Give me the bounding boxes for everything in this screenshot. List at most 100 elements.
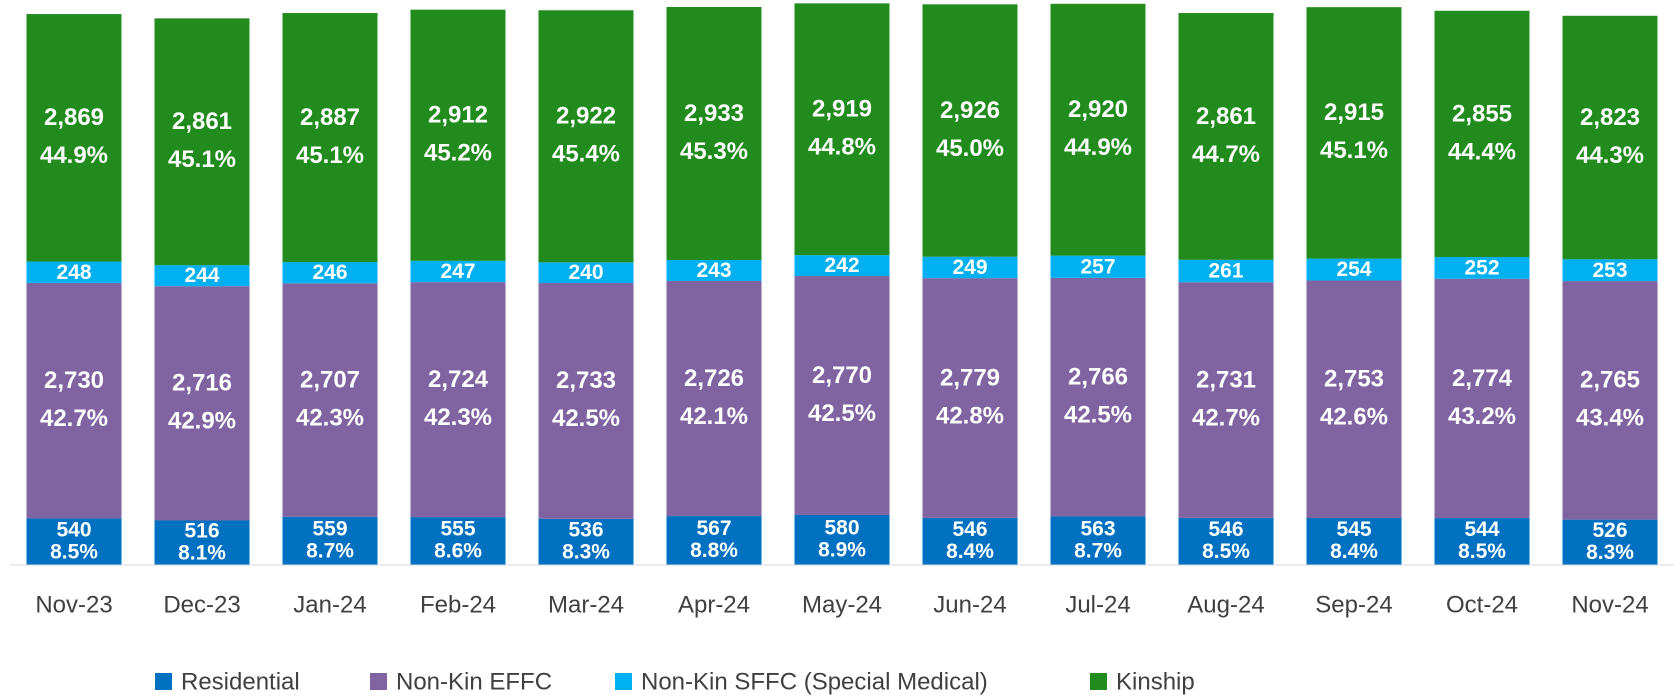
- x-tick-label: Nov-23: [35, 591, 112, 618]
- value-label: 2,855: [1452, 100, 1512, 127]
- percent-label: 8.4%: [946, 540, 994, 563]
- x-tick-label: Oct-24: [1446, 591, 1518, 618]
- value-label: 246: [312, 261, 347, 284]
- percent-label: 8.4%: [1330, 540, 1378, 563]
- bar-segment: [922, 4, 1018, 257]
- bar-segment: [1050, 3, 1146, 256]
- percent-label: 42.3%: [424, 404, 492, 431]
- value-label: 257: [1080, 255, 1115, 278]
- bar-segment: [794, 276, 890, 515]
- value-label: 254: [1336, 258, 1371, 281]
- percent-label: 45.4%: [552, 141, 620, 168]
- bar-segment: [1434, 518, 1530, 565]
- legend-label: Kinship: [1116, 668, 1195, 695]
- value-label: 2,922: [556, 103, 616, 130]
- percent-label: 45.2%: [424, 140, 492, 167]
- bar-segment: [154, 286, 250, 521]
- bar-segment: [1050, 255, 1146, 278]
- percent-label: 44.7%: [1192, 141, 1260, 168]
- percent-label: 44.4%: [1448, 138, 1516, 165]
- legend-swatch: [1090, 673, 1107, 690]
- value-label: 2,926: [940, 97, 1000, 124]
- percent-label: 42.7%: [40, 405, 108, 432]
- percent-label: 42.3%: [296, 404, 364, 431]
- legend-label: Non-Kin EFFC: [396, 668, 552, 695]
- value-label: 2,726: [684, 365, 744, 392]
- value-label: 2,919: [812, 96, 872, 123]
- value-label: 249: [952, 256, 987, 279]
- x-tick-label: Feb-24: [420, 591, 496, 618]
- bar-segment: [26, 261, 122, 283]
- bar-segment: [282, 13, 378, 263]
- value-label: 2,774: [1452, 365, 1513, 392]
- bar-segment: [282, 283, 378, 517]
- value-label: 2,779: [940, 364, 1000, 391]
- percent-label: 42.9%: [168, 408, 236, 435]
- bar-segment: [26, 282, 122, 519]
- percent-label: 45.3%: [680, 138, 748, 165]
- value-label: 252: [1464, 256, 1499, 279]
- bar-segment: [410, 282, 506, 518]
- bar-segment: [1178, 13, 1274, 260]
- value-label: 243: [696, 259, 731, 282]
- bar-segment: [538, 262, 634, 284]
- value-label: 2,887: [300, 104, 360, 131]
- bar-segment: [282, 262, 378, 284]
- bar-segment: [922, 517, 1018, 565]
- value-label: 2,823: [1580, 104, 1640, 131]
- percent-label: 45.1%: [168, 146, 236, 173]
- value-label: 580: [824, 517, 859, 540]
- percent-label: 42.5%: [808, 400, 876, 427]
- bar-segment: [1562, 259, 1658, 282]
- percent-label: 8.8%: [690, 539, 738, 562]
- percent-label: 45.0%: [936, 135, 1004, 162]
- percent-label: 8.9%: [818, 539, 866, 562]
- legend-swatch: [370, 673, 387, 690]
- value-label: 261: [1208, 260, 1243, 283]
- percent-label: 45.1%: [1320, 137, 1388, 164]
- bar-segment: [922, 278, 1018, 518]
- percent-label: 8.3%: [1586, 541, 1634, 564]
- value-label: 2,933: [684, 100, 744, 127]
- bar-segment: [538, 518, 634, 565]
- percent-label: 8.6%: [434, 540, 482, 563]
- value-label: 545: [1336, 518, 1371, 541]
- bar-segment: [1306, 280, 1402, 518]
- percent-label: 44.9%: [40, 142, 108, 169]
- bar-segment: [538, 10, 634, 263]
- value-label: 2,731: [1196, 366, 1256, 393]
- x-tick-label: Nov-24: [1571, 591, 1648, 618]
- percent-label: 42.8%: [936, 402, 1004, 429]
- bar-segment: [1178, 517, 1274, 565]
- bar-segment: [1306, 7, 1402, 259]
- percent-label: 44.8%: [808, 134, 876, 161]
- x-tick-label: Apr-24: [678, 591, 750, 618]
- value-label: 2,733: [556, 367, 616, 394]
- value-label: 253: [1592, 259, 1627, 282]
- bar-segment: [1562, 281, 1658, 520]
- bar-segment: [154, 520, 250, 565]
- legend-swatch: [615, 673, 632, 690]
- bar-segment: [794, 514, 890, 565]
- percent-label: 43.4%: [1576, 405, 1644, 432]
- x-tick-label: Aug-24: [1187, 591, 1264, 618]
- bar-segment: [282, 516, 378, 565]
- value-label: 2,770: [812, 362, 872, 389]
- value-label: 248: [56, 261, 91, 284]
- bar-segment: [1306, 517, 1402, 565]
- bar-segment: [154, 265, 250, 287]
- bar-segment: [1050, 277, 1146, 517]
- bar-segment: [410, 517, 506, 565]
- percent-label: 8.3%: [562, 540, 610, 563]
- value-label: 536: [568, 518, 603, 541]
- x-tick-label: May-24: [802, 591, 882, 618]
- value-label: 544: [1464, 518, 1499, 541]
- bar-segment: [666, 6, 762, 260]
- percent-label: 8.5%: [1202, 540, 1250, 563]
- value-label: 242: [824, 254, 859, 277]
- value-label: 2,724: [428, 366, 489, 393]
- bar-segment: [666, 259, 762, 281]
- value-label: 2,707: [300, 366, 360, 393]
- percent-label: 44.3%: [1576, 142, 1644, 169]
